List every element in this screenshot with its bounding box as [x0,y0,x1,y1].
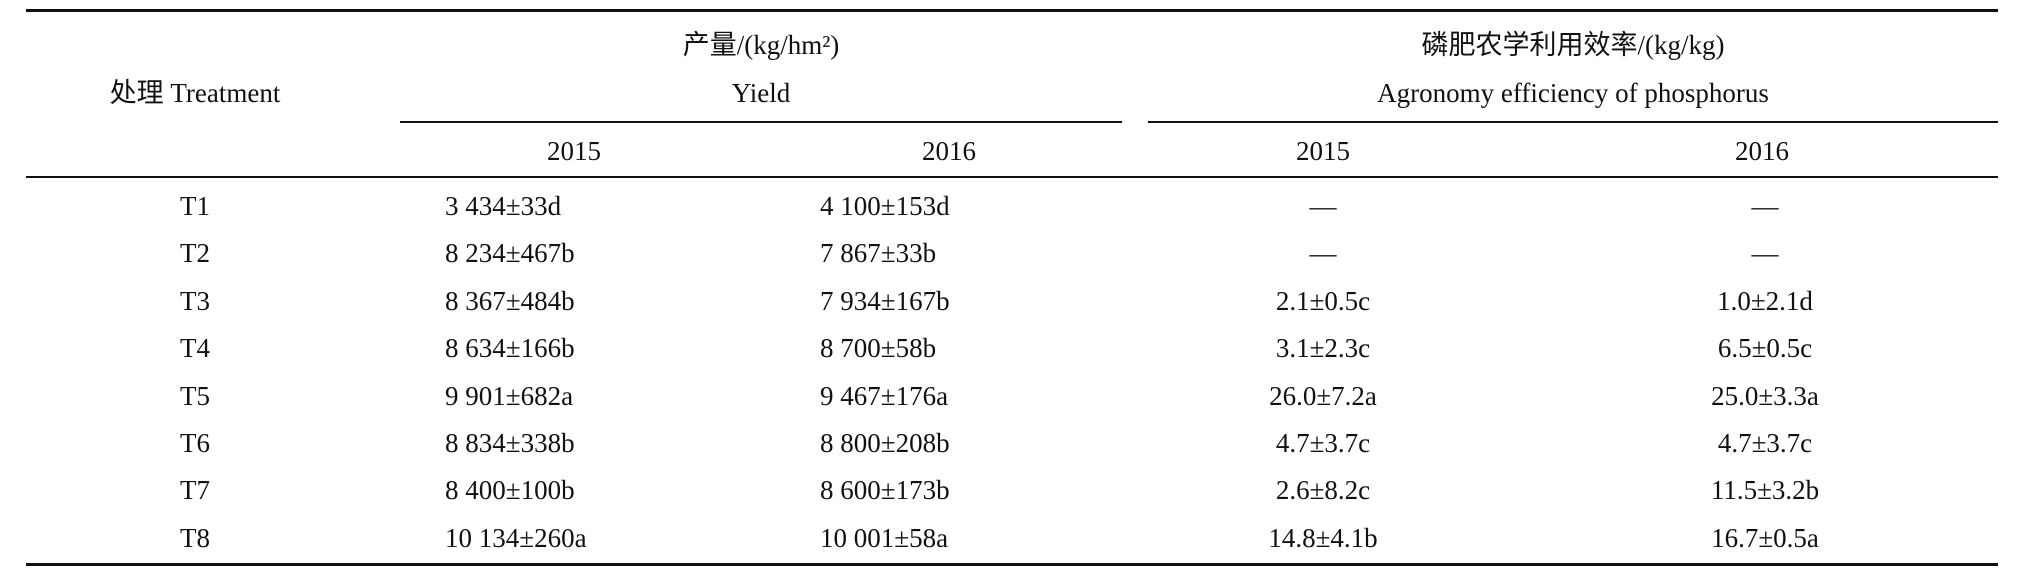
data-cell: — [1751,238,1779,269]
data-cell: 8 600±173b [820,475,950,506]
data-cell: 8 634±166b [445,333,575,364]
data-cell: 2.1±0.5c [1275,285,1371,316]
efficiency-underline [1148,121,1998,123]
data-cell: 8 367±484b [445,285,575,316]
top-rule [26,9,1998,12]
header-rule [26,176,1998,178]
treatment-label: T6 [180,428,210,458]
data-cell: 11.5±3.2b [1710,475,1820,506]
data-cell: 10 001±58a [820,522,949,553]
data-cell: 8 800±208b [820,428,950,458]
data-cell: — [1309,191,1337,221]
data-cell: 6.5±0.5c [1717,333,1813,364]
treatment-label: T4 [180,333,210,364]
treatment-label: T5 [180,380,210,411]
data-cell: 25.0±3.3a [1711,380,1819,411]
treatment-label: T3 [180,285,210,316]
data-cell: 16.7±0.5a [1711,522,1819,553]
year-header: 2016 [922,136,976,166]
yield-header-cn: 产量/(kg/hm²) [682,30,840,60]
data-cell: 14.8±4.1b [1268,522,1378,553]
data-cell: 1.0±2.1d [1717,285,1813,316]
treatment-label: T8 [180,522,210,553]
yield-underline [400,121,1122,123]
efficiency-header-en: Agronomy efficiency of phosphorus [1377,78,1769,108]
data-cell: 8 700±58b [820,333,937,364]
data-cell: — [1309,238,1337,269]
data-cell: 8 234±467b [445,238,575,269]
data-cell: 7 867±33b [820,238,937,269]
data-cell: 9 467±176a [820,380,949,411]
year-header: 2015 [1296,136,1350,166]
efficiency-header-cn: 磷肥农学利用效率/(kg/kg) [1421,30,1725,60]
data-cell: 2.6±8.2c [1275,475,1371,506]
data-cell: 3 434±33d [445,191,562,221]
treatment-label: T2 [180,238,210,269]
bottom-rule [26,563,1998,566]
treatment-label: T1 [180,191,210,221]
data-cell: 10 134±260a [445,522,587,553]
data-cell: 26.0±7.2a [1269,380,1377,411]
data-cell: 4.7±3.7c [1717,428,1813,458]
treatment-header: 处理 Treatment [109,78,281,108]
year-header: 2016 [1735,136,1789,166]
year-header: 2015 [547,136,601,166]
treatment-label: T7 [180,475,210,506]
data-cell: 8 400±100b [445,475,575,506]
data-cell: — [1751,191,1779,221]
data-cell: 8 834±338b [445,428,575,458]
data-cell: 4.7±3.7c [1275,428,1371,458]
data-cell: 9 901±682a [445,380,574,411]
data-cell: 3.1±2.3c [1275,333,1371,364]
yield-header-en: Yield [731,78,791,108]
data-cell: 7 934±167b [820,285,950,316]
data-cell: 4 100±153d [820,191,950,221]
